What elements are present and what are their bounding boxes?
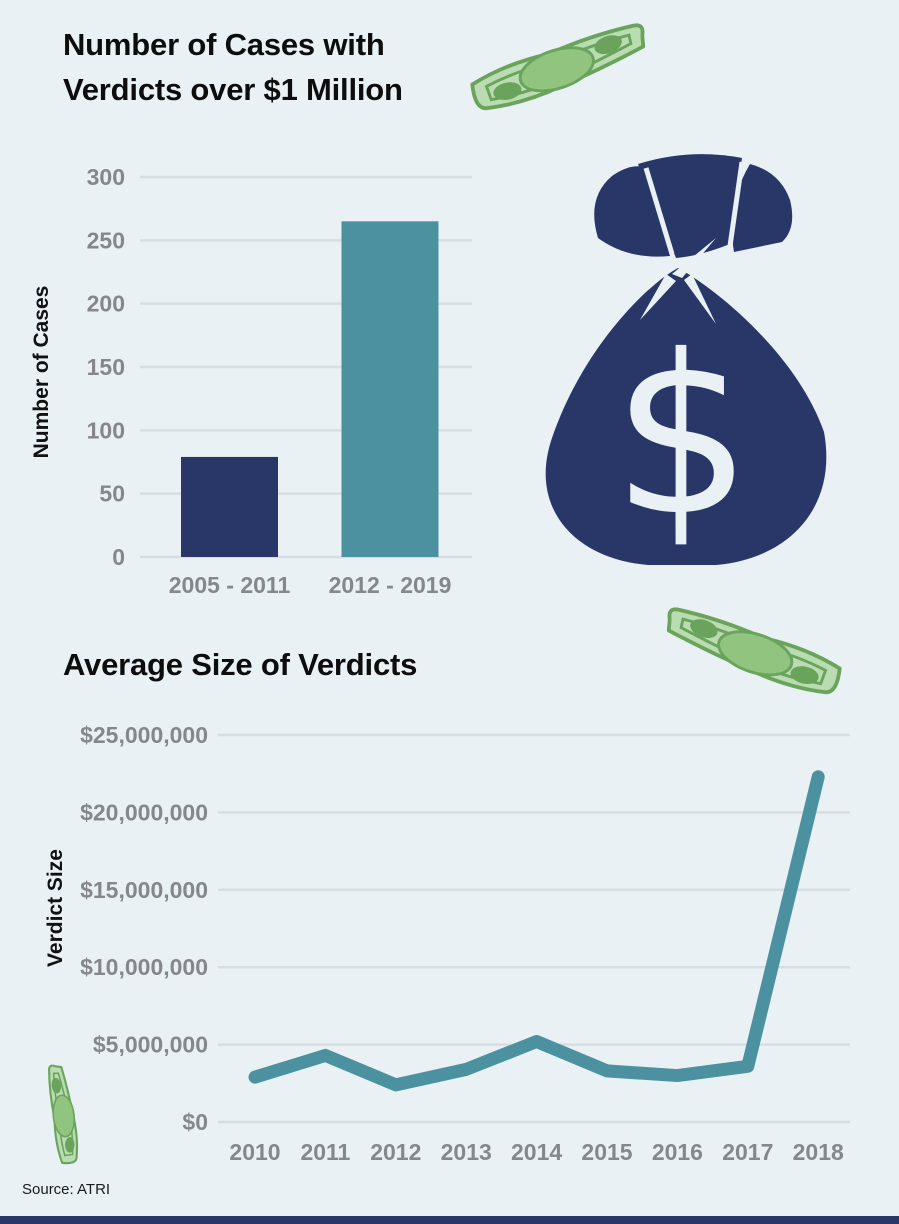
dollar-bill-middle-icon xyxy=(666,607,842,695)
bottom-accent-bar xyxy=(0,1216,899,1224)
line-chart-x-tick-label: 2013 xyxy=(441,1139,492,1165)
source-note: Source: ATRI xyxy=(22,1181,111,1198)
money-bag-icon: $ xyxy=(545,154,827,565)
bar-chart-y-tick-label: 150 xyxy=(87,354,125,380)
bar-chart-y-tick-label: 300 xyxy=(87,165,125,190)
line-chart: $0 $5,000,000 $10,000,000 $15,000,000 $20,00… xyxy=(80,722,850,1165)
line-chart-x-tick-label: 2017 xyxy=(722,1139,773,1165)
bar-chart-x-tick-label: 2012 - 2019 xyxy=(329,572,452,598)
money-bag-center-flap xyxy=(638,154,742,258)
bar-chart-title-line1: Number of Cases with xyxy=(63,27,385,62)
money-bag-sparkle xyxy=(672,238,716,278)
line-chart-title: Average Size of Verdicts xyxy=(63,647,418,682)
line-chart-y-tick-label: $10,000,000 xyxy=(80,954,208,980)
bar-chart-y-tick-label: 50 xyxy=(99,481,125,507)
bar-2012-2019 xyxy=(341,221,439,558)
money-bag-sparkle xyxy=(684,274,716,324)
money-bag-right-flap xyxy=(732,164,793,252)
money-bag-left-flap xyxy=(594,166,670,257)
money-bag-flap-gap xyxy=(643,167,675,255)
bar-2005-2011 xyxy=(181,456,278,557)
line-chart-x-tick-label: 2012 xyxy=(370,1139,421,1165)
money-bag-dollar-sign: $ xyxy=(612,308,752,564)
bar-chart-title-line2: Verdicts over $1 Million xyxy=(63,72,403,107)
line-chart-y-tick-label: $5,000,000 xyxy=(93,1032,208,1058)
bar-chart: 0 50 100 150 200 250 300 2005 - 2011 2012 - 2019 xyxy=(87,165,472,598)
money-bag-flap-gap xyxy=(727,161,745,247)
line-chart-y-tick-label: $25,000,000 xyxy=(80,722,208,748)
bar-chart-y-tick-label: 200 xyxy=(87,291,125,317)
line-chart-x-tick-label: 2018 xyxy=(793,1139,844,1165)
money-bag-body xyxy=(545,268,827,565)
line-chart-x-tick-label: 2014 xyxy=(511,1139,562,1165)
bar-chart-y-axis-title: Number of Cases xyxy=(30,285,53,459)
line-chart-y-tick-label: $20,000,000 xyxy=(80,799,208,825)
bar-chart-y-tick-label: 0 xyxy=(112,544,125,570)
bar-chart-title: Number of Cases with Verdicts over $1 Mi… xyxy=(63,22,403,112)
line-chart-y-tick-label: $15,000,000 xyxy=(80,877,208,903)
line-chart-x-tick-label: 2015 xyxy=(581,1139,632,1165)
line-chart-x-tick-label: 2010 xyxy=(229,1139,280,1165)
line-chart-x-tick-label: 2016 xyxy=(652,1139,703,1165)
dollar-bill-top-icon xyxy=(470,23,646,111)
money-bag-sparkle xyxy=(640,274,676,320)
line-chart-x-tick-label: 2011 xyxy=(300,1139,350,1165)
bar-chart-x-tick-label: 2005 - 2011 xyxy=(169,572,291,598)
bar-chart-y-tick-label: 100 xyxy=(87,417,125,443)
line-chart-y-tick-label: $0 xyxy=(182,1109,208,1135)
bar-chart-y-tick-label: 250 xyxy=(87,227,125,253)
verdict-size-line xyxy=(248,770,825,1092)
